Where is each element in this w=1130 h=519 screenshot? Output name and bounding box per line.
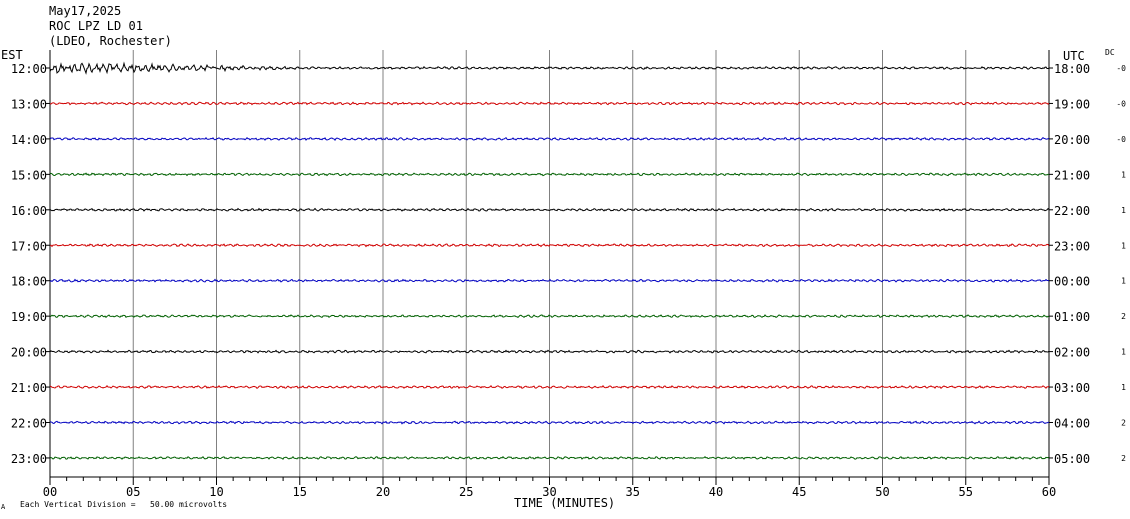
dc-value: 1	[1121, 348, 1126, 357]
x-tick-label-60: 60	[1042, 485, 1056, 499]
est-label-15:00: 15:00	[11, 168, 47, 182]
utc-label-05:00: 05:00	[1054, 452, 1090, 466]
x-tick-label-20: 20	[376, 485, 390, 499]
utc-label-19:00: 19:00	[1054, 97, 1090, 111]
est-label-18:00: 18:00	[11, 275, 47, 289]
utc-label-03:00: 03:00	[1054, 381, 1090, 395]
trace-row-18:00	[49, 278, 1050, 283]
est-label-22:00: 22:00	[11, 417, 47, 431]
x-tick-label-45: 45	[792, 485, 806, 499]
network-label: (LDEO, Rochester)	[49, 34, 172, 48]
station-label: ROC LPZ LD 01	[49, 19, 143, 33]
x-axis-title: TIME (MINUTES)	[514, 496, 616, 510]
trace-row-22:00	[49, 420, 1050, 425]
dc-value: 1	[1121, 206, 1126, 215]
trace-row-19:00	[49, 314, 1050, 319]
est-label-13:00: 13:00	[11, 97, 47, 111]
x-tick-label-25: 25	[459, 485, 473, 499]
est-label-14:00: 14:00	[11, 133, 47, 147]
trace-row-13:00	[49, 101, 1050, 106]
x-tick-label-55: 55	[959, 485, 973, 499]
est-label-12:00: 12:00	[11, 62, 47, 76]
right-timezone-label: UTC	[1063, 49, 1085, 63]
est-label-17:00: 17:00	[11, 239, 47, 253]
x-tick-label-10: 10	[209, 485, 223, 499]
trace-row-15:00	[49, 172, 1050, 177]
label-layer: 12:00 18:00 -0 13:00 19:00 -0 14:00 20:00 -0 15:0…	[11, 62, 1126, 466]
dc-header-label: DC	[1105, 48, 1115, 57]
trace-row-21:00	[49, 385, 1050, 390]
utc-label-01:00: 01:00	[1054, 310, 1090, 324]
dc-value: -0	[1116, 99, 1126, 108]
x-tick-label-40: 40	[709, 485, 723, 499]
trace-row-16:00	[49, 207, 1050, 212]
utc-label-02:00: 02:00	[1054, 346, 1090, 360]
dc-value: 1	[1121, 241, 1126, 250]
utc-label-23:00: 23:00	[1054, 239, 1090, 253]
dc-value: -0	[1116, 135, 1126, 144]
dc-value: 2	[1121, 312, 1126, 321]
utc-label-00:00: 00:00	[1054, 275, 1090, 289]
trace-row-23:00	[49, 455, 1050, 460]
utc-label-22:00: 22:00	[1054, 204, 1090, 218]
trace-layer	[49, 61, 1050, 460]
est-label-21:00: 21:00	[11, 381, 47, 395]
dc-value: -0	[1116, 64, 1126, 73]
dc-value: 1	[1121, 277, 1126, 286]
x-tick-label-30: 30	[542, 485, 556, 499]
utc-label-20:00: 20:00	[1054, 133, 1090, 147]
x-tick-label-00: 00	[43, 485, 57, 499]
left-timezone-label: EST	[1, 48, 23, 62]
trace-row-20:00	[49, 349, 1050, 354]
est-label-20:00: 20:00	[11, 346, 47, 360]
grid-layer	[49, 50, 1050, 477]
vertical-division-note: Each Vertical Division = 50.00 microvolt…	[20, 500, 228, 509]
x-tick-label-15: 15	[293, 485, 307, 499]
utc-label-04:00: 04:00	[1054, 417, 1090, 431]
dc-value: 1	[1121, 170, 1126, 179]
x-tick-label-05: 05	[126, 485, 140, 499]
trace-row-12:00	[49, 61, 1050, 75]
dc-value: 1	[1121, 383, 1126, 392]
dc-value: 2	[1121, 419, 1126, 428]
date-label: May17,2025	[49, 4, 122, 18]
x-tick-label-50: 50	[875, 485, 889, 499]
footer-mark: A	[1, 503, 6, 511]
est-label-16:00: 16:00	[11, 204, 47, 218]
utc-label-18:00: 18:00	[1054, 62, 1090, 76]
est-label-23:00: 23:00	[11, 452, 47, 466]
x-tick-label-35: 35	[626, 485, 640, 499]
trace-row-17:00	[49, 243, 1050, 248]
trace-row-14:00	[49, 136, 1050, 141]
x-axis: 00 05 10 15 20 25 30 35 40 45 50 55 60	[43, 476, 1056, 499]
utc-label-21:00: 21:00	[1054, 168, 1090, 182]
dc-value: 2	[1121, 454, 1126, 463]
est-label-19:00: 19:00	[11, 310, 47, 324]
